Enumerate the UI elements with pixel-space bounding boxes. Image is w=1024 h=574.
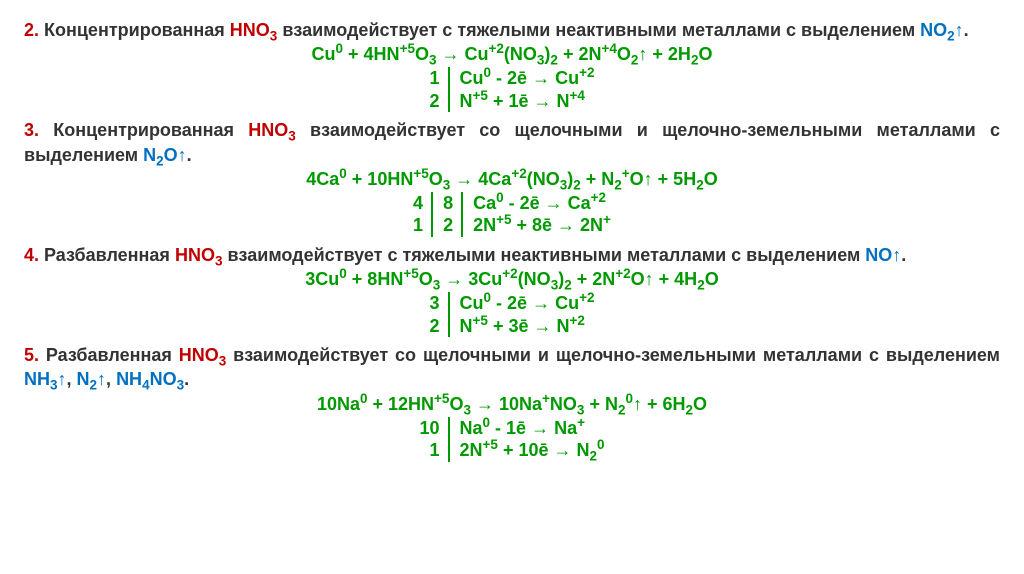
text: .	[187, 145, 192, 165]
section-number: 3.	[24, 120, 39, 140]
text: .	[901, 245, 906, 265]
hno3-formula: HNO3	[248, 120, 296, 140]
comma: ,	[106, 369, 116, 389]
equation-block: 4Ca0 + 10HN+5O3 → 4Ca+2(NO3)2 + N2+O↑ + …	[24, 169, 1000, 237]
half-reactions: 48Ca0 - 2ē → Ca+2122N+5 + 8ē → 2N+	[24, 192, 1000, 237]
text: .	[964, 20, 969, 40]
hno3-formula: HNO3	[230, 20, 278, 40]
section-number: 5.	[24, 345, 39, 365]
chemistry-slide: 2. Концентрированная HNO3 взаимодействуе…	[0, 0, 1024, 476]
comma: ,	[67, 369, 77, 389]
section-paragraph: 4. Разбавленная HNO3 взаимодействует с т…	[24, 243, 1000, 267]
section-number: 2.	[24, 20, 39, 40]
main-equation: 4Ca0 + 10HN+5O3 → 4Ca+2(NO3)2 + N2+O↑ + …	[24, 169, 1000, 190]
product-formula: NO↑	[865, 245, 901, 265]
product-formula: NH4NO3	[116, 369, 184, 389]
product-formula: N2↑	[77, 369, 107, 389]
section-paragraph: 5. Разбавленная HNO3 взаимодействует со …	[24, 343, 1000, 392]
half-reactions: 3Cu0 - 2ē → Cu+22N+5 + 3ē → N+2	[24, 292, 1000, 337]
product-formula: NH3↑	[24, 369, 67, 389]
text: Концентрированная	[39, 20, 230, 40]
equation-block: 3Cu0 + 8HN+5O3 → 3Cu+2(NO3)2 + 2N+2O↑ + …	[24, 269, 1000, 337]
text: .	[184, 369, 189, 389]
main-equation: 3Cu0 + 8HN+5O3 → 3Cu+2(NO3)2 + 2N+2O↑ + …	[24, 269, 1000, 290]
hno3-formula: HNO3	[179, 345, 227, 365]
text: Разбавленная	[39, 345, 179, 365]
text: Разбавленная	[39, 245, 175, 265]
product-formula: N2O↑	[143, 145, 187, 165]
text: взаимодействует с тяжелыми неактивными м…	[222, 245, 865, 265]
main-equation: Cu0 + 4HN+5O3 → Cu+2(NO3)2 + 2N+4O2↑ + 2…	[24, 44, 1000, 65]
main-equation: 10Na0 + 12HN+5O3 → 10Na+NO3 + N20↑ + 6H2…	[24, 394, 1000, 415]
hno3-formula: HNO3	[175, 245, 223, 265]
section-paragraph: 3. Концентрированная HNO3 взаимодействуе…	[24, 118, 1000, 167]
half-reactions: 1Cu0 - 2ē → Cu+22N+5 + 1ē → N+4	[24, 67, 1000, 112]
section-paragraph: 2. Концентрированная HNO3 взаимодействуе…	[24, 18, 1000, 42]
section-number: 4.	[24, 245, 39, 265]
text: Концентрированная	[39, 120, 248, 140]
text: взаимодействует с тяжелыми неактивными м…	[277, 20, 920, 40]
equation-block: 10Na0 + 12HN+5O3 → 10Na+NO3 + N20↑ + 6H2…	[24, 394, 1000, 462]
half-reactions: 10Na0 - 1ē → Na+12N+5 + 10ē → N20	[24, 417, 1000, 462]
product-formula: NO2↑	[920, 20, 964, 40]
equation-block: Cu0 + 4HN+5O3 → Cu+2(NO3)2 + 2N+4O2↑ + 2…	[24, 44, 1000, 112]
text: взаимодействует со щелочными и щелочно-з…	[226, 345, 1000, 365]
